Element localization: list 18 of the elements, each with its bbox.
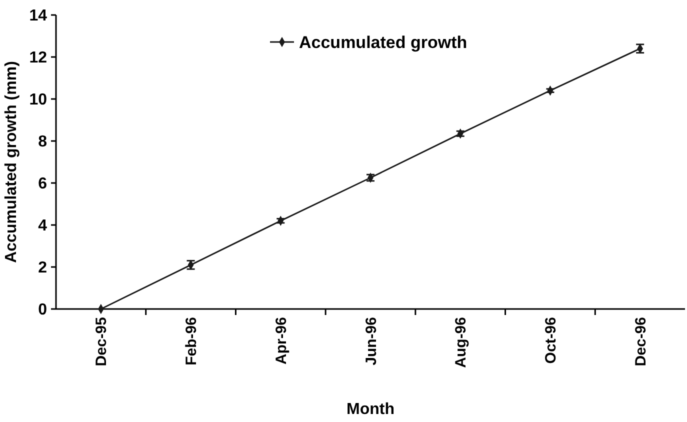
x-tick-label: Oct-96 [542,317,560,364]
y-axis-title: Accumulated growth (mm) [3,61,20,263]
x-tick-label: Apr-96 [272,317,290,365]
y-tick-label: 14 [29,8,48,25]
x-axis-title: Month [346,401,394,418]
x-tick-label: Aug-96 [452,317,470,368]
y-tick-label: 8 [38,134,48,151]
x-tick-label: Dec-95 [93,317,110,366]
x-tick-label: Dec-96 [632,317,650,366]
x-tick-label: Feb-96 [183,317,200,366]
y-tick-label: 4 [38,218,48,235]
x-tick-label: Jun-96 [362,317,380,366]
y-tick-label: 10 [29,92,48,109]
y-tick-label: 0 [38,302,48,319]
legend-label: Accumulated growth [299,32,468,52]
y-tick-label: 6 [38,176,48,193]
y-tick-label: 12 [29,50,48,67]
y-tick-label: 2 [38,260,48,277]
